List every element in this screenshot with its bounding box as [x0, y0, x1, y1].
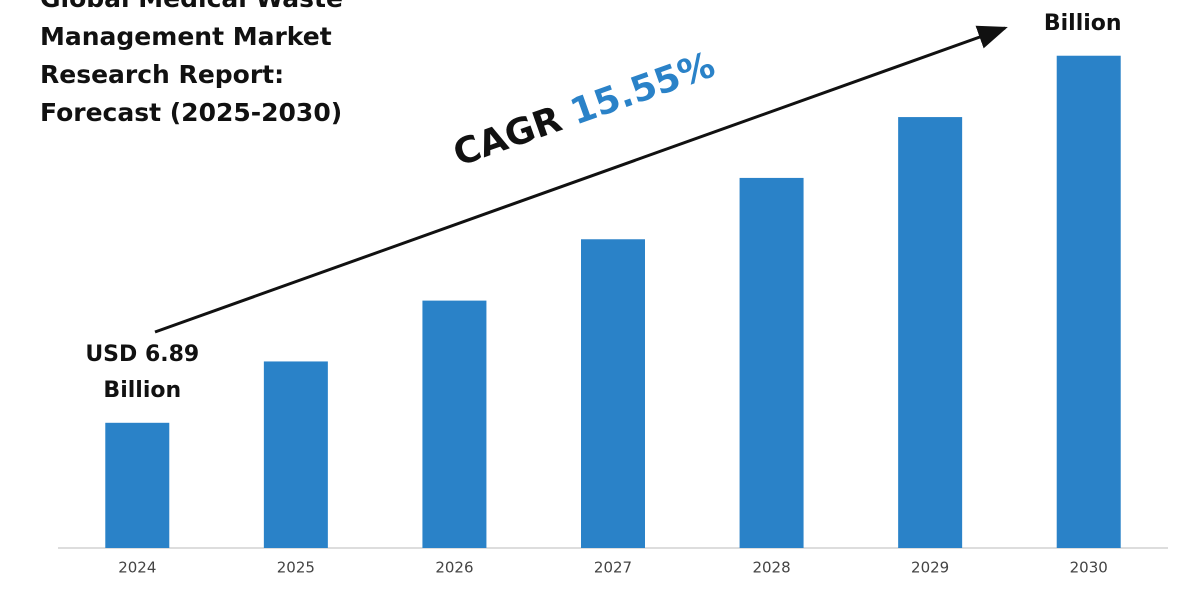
- x-tick-label: 2030: [1070, 559, 1108, 577]
- x-tick-label: 2028: [752, 559, 790, 577]
- bar: [898, 117, 963, 549]
- chart-title: Global Medical Waste Management Market R…: [40, 0, 343, 127]
- value-label: USD 6.89 Billion: [85, 341, 200, 403]
- bar: [1056, 55, 1121, 548]
- x-tick-label: 2024: [118, 559, 156, 577]
- x-tick-label: 2025: [277, 559, 315, 577]
- bar: [739, 177, 804, 548]
- bar: [263, 361, 328, 548]
- bar: [581, 239, 645, 548]
- x-tick-label: 2026: [435, 559, 473, 577]
- x-tick-label: 2027: [594, 559, 632, 577]
- value-label: USD 14.19 Billion: [1043, 10, 1122, 36]
- trend-arrow: [154, 25, 1008, 334]
- bar: [422, 300, 487, 548]
- x-tick-label: 2029: [911, 559, 949, 577]
- bar: [105, 422, 170, 548]
